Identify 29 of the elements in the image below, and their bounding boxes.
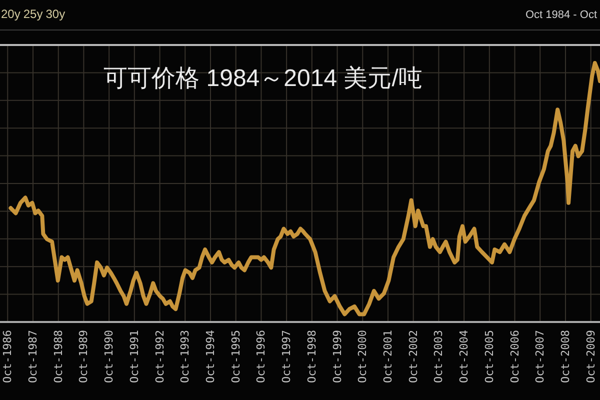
title: 可可价格 1984～2014 美元/吨 [104,65,422,92]
x-tick-label: Oct-1992 [153,330,166,383]
x-tick-label: Oct-1994 [204,330,217,383]
x-tick-label: Oct-1988 [52,330,65,383]
x-tick-label: Oct-2002 [406,330,420,383]
x-tick-label: Oct-1989 [77,330,90,383]
x-tick-label: Oct-2009 [584,330,598,383]
x-tick-label: Oct-1990 [102,330,116,383]
x-tick-label: Oct-2007 [534,330,547,383]
annotation: Oct 1984 - Oct [525,9,597,21]
x-tick-label: Oct-1996 [254,330,268,383]
x-tick-label: Oct-1998 [305,330,318,383]
x-tick-label: Oct-1987 [26,330,40,383]
annotation: 20y [1,7,20,21]
x-tick-label: Oct-1999 [330,330,344,383]
annotation: 30y [46,7,66,21]
x-tick-label: Oct-2000 [356,330,370,383]
x-tick-label: Oct-2001 [381,330,394,383]
x-tick-label: Oct-2008 [559,330,572,383]
x-tick-label: Oct-2003 [432,330,446,383]
x-tick-label: Oct-1991 [128,330,141,383]
x-tick-label: Oct-1997 [280,330,294,383]
x-tick-label: Oct-2005 [482,330,496,383]
x-tick-label: Oct-1993 [178,330,192,383]
annotation: 25y [23,7,43,21]
x-tick-label: Oct-2004 [458,330,471,383]
x-tick-label: Oct-2006 [508,330,522,383]
x-tick-label: Oct-1995 [229,330,242,383]
x-tick-label: Oct-1986 [1,330,14,383]
